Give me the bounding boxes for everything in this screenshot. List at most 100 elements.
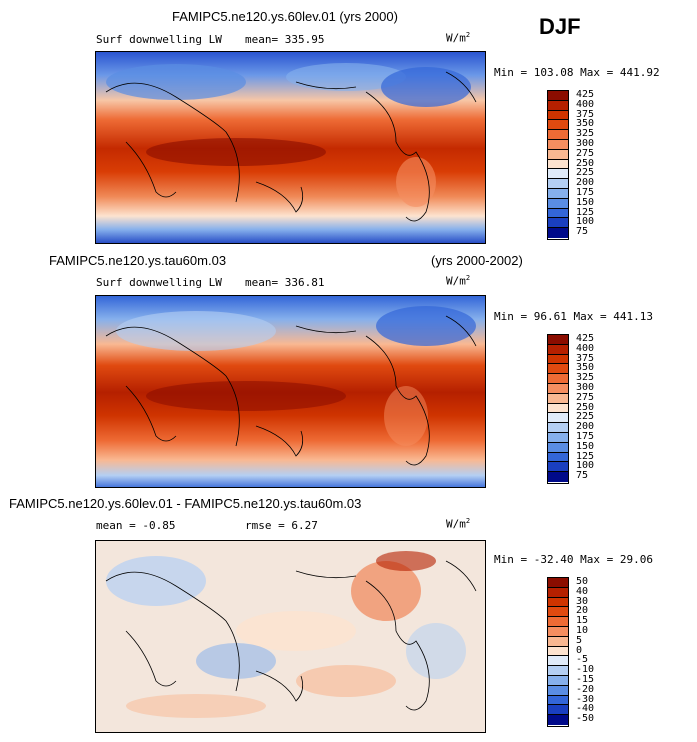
colorbar-tick-label: 250 (576, 157, 595, 169)
colorbar-swatch (548, 626, 568, 637)
colorbar-swatch (548, 597, 568, 608)
colorbar-tick-label: 275 (576, 147, 595, 159)
panel2-mean-label: mean= (245, 276, 279, 289)
colorbar-tick-label: 125 (576, 206, 595, 218)
panel1-mean-value: 335.95 (284, 33, 325, 46)
colorbar-tick-label: -15 (576, 674, 595, 685)
colorbar-swatch (548, 208, 568, 219)
colorbar-swatch (548, 169, 568, 180)
colorbar-tick-label: 40 (576, 585, 589, 597)
panel2-map (95, 295, 486, 488)
colorbar-swatch (548, 646, 568, 657)
colorbar-swatch (548, 685, 568, 696)
colorbar-tick-label: 275 (576, 391, 595, 403)
colorbar-tick-label: 325 (576, 372, 595, 384)
colorbar-tick-label: 0 (576, 644, 583, 656)
panel1-variable: Surf downwelling LW (96, 33, 222, 46)
colorbar-swatch (548, 354, 568, 365)
colorbar-tick-label: 350 (576, 362, 595, 374)
colorbar-swatch (548, 675, 568, 686)
colorbar-swatch (548, 374, 568, 384)
colorbar-swatch (548, 403, 568, 414)
colorbar-swatch (548, 110, 568, 121)
colorbar-tick-label: -20 (576, 683, 595, 695)
colorbar-tick-label: 400 (576, 98, 595, 110)
panel2-mean-value: 336.81 (284, 276, 325, 289)
panel3-units: W/m2 (446, 517, 470, 531)
colorbar-tick-label: -30 (576, 693, 595, 705)
colorbar-tick-label: 50 (576, 576, 589, 587)
colorbar-swatch (548, 344, 568, 355)
colorbar-tick-label: 300 (576, 382, 595, 393)
colorbar-swatch (548, 636, 568, 647)
colorbar-tick-label: 150 (576, 196, 595, 208)
colorbar-tick-label: 250 (576, 401, 595, 413)
colorbar-swatch (548, 587, 568, 598)
colorbar-tick-label: 325 (576, 128, 595, 140)
colorbar-tick-label: 375 (576, 352, 595, 364)
colorbar-swatch (548, 198, 568, 209)
colorbar-tick-label: 20 (576, 605, 589, 617)
panel3-rmse: rmse = 6.27 (245, 519, 318, 532)
colorbar-swatch (548, 335, 568, 345)
colorbar-tick-label: 375 (576, 108, 595, 120)
colorbar-swatch (548, 159, 568, 170)
colorbar-swatch (548, 130, 568, 140)
colorbar-swatch (548, 432, 568, 443)
colorbar-tick-label: 100 (576, 460, 595, 472)
colorbar-tick-label: 300 (576, 138, 595, 149)
panel3-rmse-label: rmse = (245, 519, 285, 532)
colorbar-tick-label: 5 (576, 634, 583, 646)
colorbar-tick-label: 15 (576, 615, 589, 627)
panel1-map (95, 51, 486, 244)
panel1-mean: mean= 335.95 (245, 33, 325, 46)
colorbar-tick-label: -5 (576, 654, 589, 666)
panel3-units-exp: 2 (465, 517, 471, 525)
colorbar-swatch (548, 413, 568, 424)
colorbar-swatch (548, 695, 568, 706)
colorbar-swatch (548, 149, 568, 160)
colorbar-swatch (548, 179, 568, 189)
panel1-units-base: W/m (446, 31, 466, 45)
colorbar-tick-label: 200 (576, 177, 595, 189)
colorbar-swatch (548, 666, 568, 676)
season-label: DJF (539, 14, 581, 39)
colorbar-tick-label: -50 (576, 713, 595, 725)
colorbar-swatch (548, 393, 568, 404)
colorbar-tick-label: 75 (576, 226, 589, 238)
panel3-title: FAMIPC5.ne120.ys.60lev.01 - FAMIPC5.ne12… (9, 496, 362, 511)
colorbar-swatch (548, 228, 568, 238)
colorbar-tick-label: 100 (576, 216, 595, 228)
panel1-colorbar (547, 90, 569, 240)
colorbar-tick-label: 175 (576, 187, 595, 198)
colorbar-swatch (548, 120, 568, 131)
colorbar-swatch (548, 100, 568, 111)
colorbar-swatch (548, 656, 568, 667)
panel1-units-exp: 2 (465, 31, 471, 39)
panel3-mean-label: mean = (96, 519, 136, 532)
colorbar-swatch (548, 607, 568, 618)
panel2-units-exp: 2 (465, 274, 471, 282)
colorbar-tick-label: 150 (576, 440, 595, 452)
panel2-years: (yrs 2000-2002) (431, 253, 523, 268)
colorbar-tick-label: 425 (576, 333, 595, 344)
colorbar-tick-label: 10 (576, 625, 589, 636)
panel3-map (95, 540, 486, 733)
colorbar-tick-label: 175 (576, 431, 595, 442)
colorbar-swatch (548, 617, 568, 627)
panel3-colorbar (547, 577, 569, 727)
panel2-mean: mean= 336.81 (245, 276, 325, 289)
colorbar-tick-label: 400 (576, 342, 595, 354)
colorbar-tick-label: 75 (576, 470, 589, 482)
colorbar-swatch (548, 462, 568, 473)
panel2-title: FAMIPC5.ne120.ys.tau60m.03 (49, 253, 227, 268)
panel2-units: W/m2 (446, 274, 470, 288)
colorbar-swatch (548, 578, 568, 588)
colorbar-swatch (548, 442, 568, 453)
panel3-minmax: Min = -32.40 Max = 29.06 (494, 553, 653, 566)
colorbar-tick-label: 425 (576, 89, 595, 100)
colorbar-swatch (548, 383, 568, 394)
colorbar-swatch (548, 91, 568, 101)
panel3-rmse-value: 6.27 (291, 519, 318, 532)
panel2-units-base: W/m (446, 274, 466, 288)
